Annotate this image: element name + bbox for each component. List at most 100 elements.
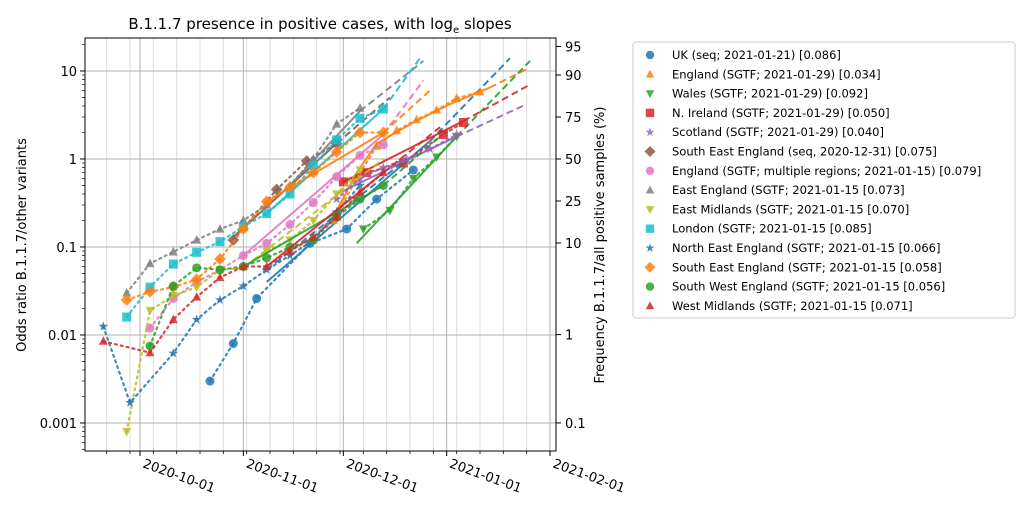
data-point xyxy=(458,117,468,127)
data-point xyxy=(192,235,202,244)
data-point xyxy=(355,180,365,190)
data-point xyxy=(332,135,342,145)
legend-marker xyxy=(645,50,655,60)
data-point xyxy=(378,180,388,190)
series-fit-line xyxy=(289,110,361,187)
legend-marker xyxy=(645,127,655,137)
data-point xyxy=(215,224,225,233)
data-point xyxy=(238,251,248,261)
data-point xyxy=(300,155,313,167)
data-point xyxy=(355,194,365,204)
legend-marker xyxy=(645,206,655,215)
y-right-tick-label: 75 xyxy=(565,111,582,126)
data-point xyxy=(215,237,225,247)
data-point xyxy=(228,339,238,349)
series-fit-line xyxy=(266,171,384,268)
legend-label: East Midlands (SGTF; 2021-01-15 [0.070] xyxy=(672,202,909,216)
data-point xyxy=(355,103,365,112)
data-point xyxy=(378,104,388,114)
data-point xyxy=(330,146,343,158)
data-point xyxy=(354,126,366,139)
y-tick-label: 0.01 xyxy=(48,329,77,344)
data-point xyxy=(451,129,462,139)
data-point xyxy=(145,347,155,357)
data-point xyxy=(378,162,389,172)
data-point xyxy=(338,177,348,187)
series-group xyxy=(98,126,441,357)
data-point xyxy=(408,165,418,175)
series-fit-line xyxy=(265,108,385,215)
data-point xyxy=(98,321,109,331)
data-point xyxy=(377,126,390,139)
data-point xyxy=(191,314,202,324)
data-point xyxy=(262,238,272,248)
data-point xyxy=(332,119,342,128)
data-point xyxy=(168,314,178,324)
legend-marker xyxy=(645,301,655,310)
x-tick-label: 2021-01-01 xyxy=(447,457,523,497)
series-dotted-line xyxy=(102,184,362,405)
y-right-tick-label: 90 xyxy=(565,69,582,84)
data-point xyxy=(144,285,156,298)
data-point xyxy=(284,181,296,193)
data-point xyxy=(308,154,318,163)
data-point xyxy=(432,153,442,163)
x-tick-label: 2020-12-01 xyxy=(344,457,420,497)
series-fit-extrapolation xyxy=(382,57,421,110)
legend-marker xyxy=(645,185,655,194)
data-point xyxy=(358,225,368,234)
legend-label: N. Ireland (SGTF; 2021-01-29) [0.050] xyxy=(672,106,890,120)
data-point xyxy=(438,129,448,139)
legend-marker xyxy=(645,224,655,233)
data-point xyxy=(122,288,132,297)
y-axis-right-label: Frequency B.1.1.7/all positive samples (… xyxy=(593,107,608,384)
data-point xyxy=(145,341,155,351)
x-tick-label: 2021-02-01 xyxy=(551,457,627,497)
legend-frame xyxy=(632,41,1016,319)
data-point xyxy=(205,376,215,386)
data-point xyxy=(262,253,272,263)
legend-label: South East England (SGTF; 2021-01-15 [0.… xyxy=(672,260,942,274)
data-point xyxy=(412,114,422,124)
data-point xyxy=(475,86,485,96)
data-point xyxy=(145,258,155,268)
legend-label: England (SGTF; multiple regions; 2021-01… xyxy=(672,164,981,178)
series-fit-extrapolation xyxy=(359,60,424,112)
legend-label: South West England (SGTF; 2021-01-15 [0.… xyxy=(672,280,945,294)
grid-lines xyxy=(85,38,556,451)
legend-label: UK (seq; 2021-01-21) [0.086] xyxy=(672,48,841,62)
data-point xyxy=(145,306,155,316)
data-point xyxy=(122,427,132,437)
data-point xyxy=(192,247,202,257)
data-point xyxy=(372,194,382,204)
data-point xyxy=(401,153,412,164)
series-fit-extrapolation xyxy=(242,158,384,269)
legend-marker xyxy=(645,90,655,99)
data-point xyxy=(168,246,178,256)
data-point xyxy=(308,216,318,226)
data-point xyxy=(270,183,283,196)
data-point xyxy=(392,125,402,135)
legend-marker xyxy=(645,166,655,175)
data-point xyxy=(262,261,272,271)
series-group xyxy=(355,60,531,245)
y-right-tick-label: 25 xyxy=(565,195,582,210)
series-group xyxy=(145,135,441,351)
data-point xyxy=(378,140,388,150)
x-tick-label: 2020-10-01 xyxy=(141,457,217,497)
legend-marker xyxy=(644,261,656,273)
data-point xyxy=(355,187,365,196)
series-fit-extrapolation xyxy=(382,135,441,187)
legend-label: West Midlands (SGTF; 2021-01-15 [0.071] xyxy=(672,299,913,313)
legend-marker xyxy=(645,69,655,78)
series-dotted-line xyxy=(335,133,458,201)
data-point xyxy=(308,160,318,170)
legend-label: North East England (SGTF; 2021-01-15 [0.… xyxy=(672,241,940,255)
series-group xyxy=(122,57,421,322)
data-point xyxy=(192,283,202,293)
data-point xyxy=(215,265,225,275)
legend: UK (seq; 2021-01-21) [0.086] England (SGT… xyxy=(632,41,1016,319)
data-point xyxy=(408,174,418,184)
data-point xyxy=(238,215,248,225)
